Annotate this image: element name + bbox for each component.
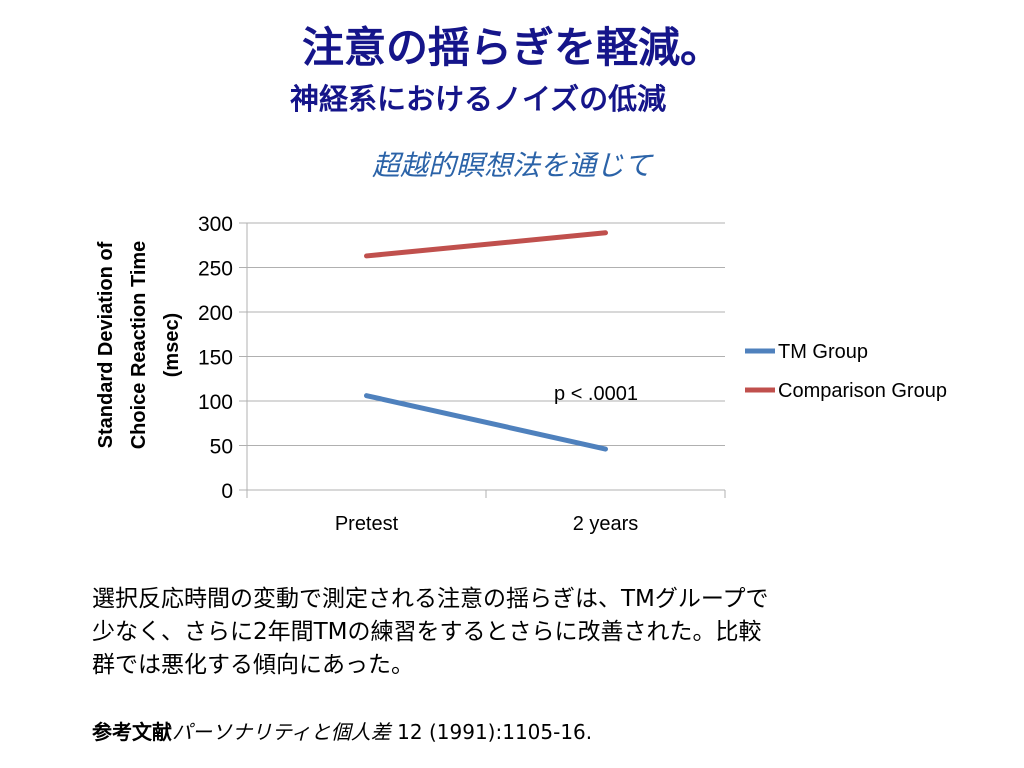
reference-citation: 12 (1991):1105-16. [397, 720, 593, 744]
x-tick-label: 2 years [573, 513, 639, 535]
y-axis-label: (msec) [161, 313, 183, 377]
legend-label: Comparison Group [778, 380, 947, 402]
y-axis-label: Standard Deviation of [95, 241, 117, 448]
slide-subtitle: 神経系におけるノイズの低減 [290, 82, 667, 116]
reference-journal: パーソナリティと個人差 [172, 720, 391, 744]
y-tick-label: 0 [221, 480, 233, 503]
slide-tagline: 超越的瞑想法を通じて [371, 149, 652, 182]
legend-label: TM Group [778, 341, 868, 363]
y-tick-label: 250 [198, 258, 233, 281]
reference-label: 参考文献 [92, 720, 172, 744]
y-tick-label: 100 [198, 391, 233, 414]
p-value-annotation: p < .0001 [554, 383, 638, 405]
body-line-1: 選択反応時間の変動で測定される注意の揺らぎは、TMグループで [92, 586, 769, 612]
y-tick-label: 300 [198, 213, 233, 236]
slide-title: 注意の揺らぎを軽減。 [301, 23, 722, 72]
series-line-0 [364, 393, 608, 452]
reference: 参考文献パーソナリティと個人差 12 (1991):1105-16. [92, 716, 592, 745]
body-line-2: 少なく、さらに2年間TMの練習をするとさらに改善された。比較 [92, 619, 762, 645]
y-tick-label: 50 [210, 436, 233, 459]
y-tick-label: 150 [198, 347, 233, 370]
x-tick-label: Pretest [335, 513, 399, 535]
body-line-3: 群では悪化する傾向にあった。 [92, 652, 414, 678]
line-chart: 0 50 100 150 200 250 300 Pretest 2 years Standard… [95, 213, 947, 535]
series-line-1 [364, 230, 608, 259]
y-axis-label: Choice Reaction Time [128, 241, 150, 450]
y-tick-label: 200 [198, 302, 233, 325]
